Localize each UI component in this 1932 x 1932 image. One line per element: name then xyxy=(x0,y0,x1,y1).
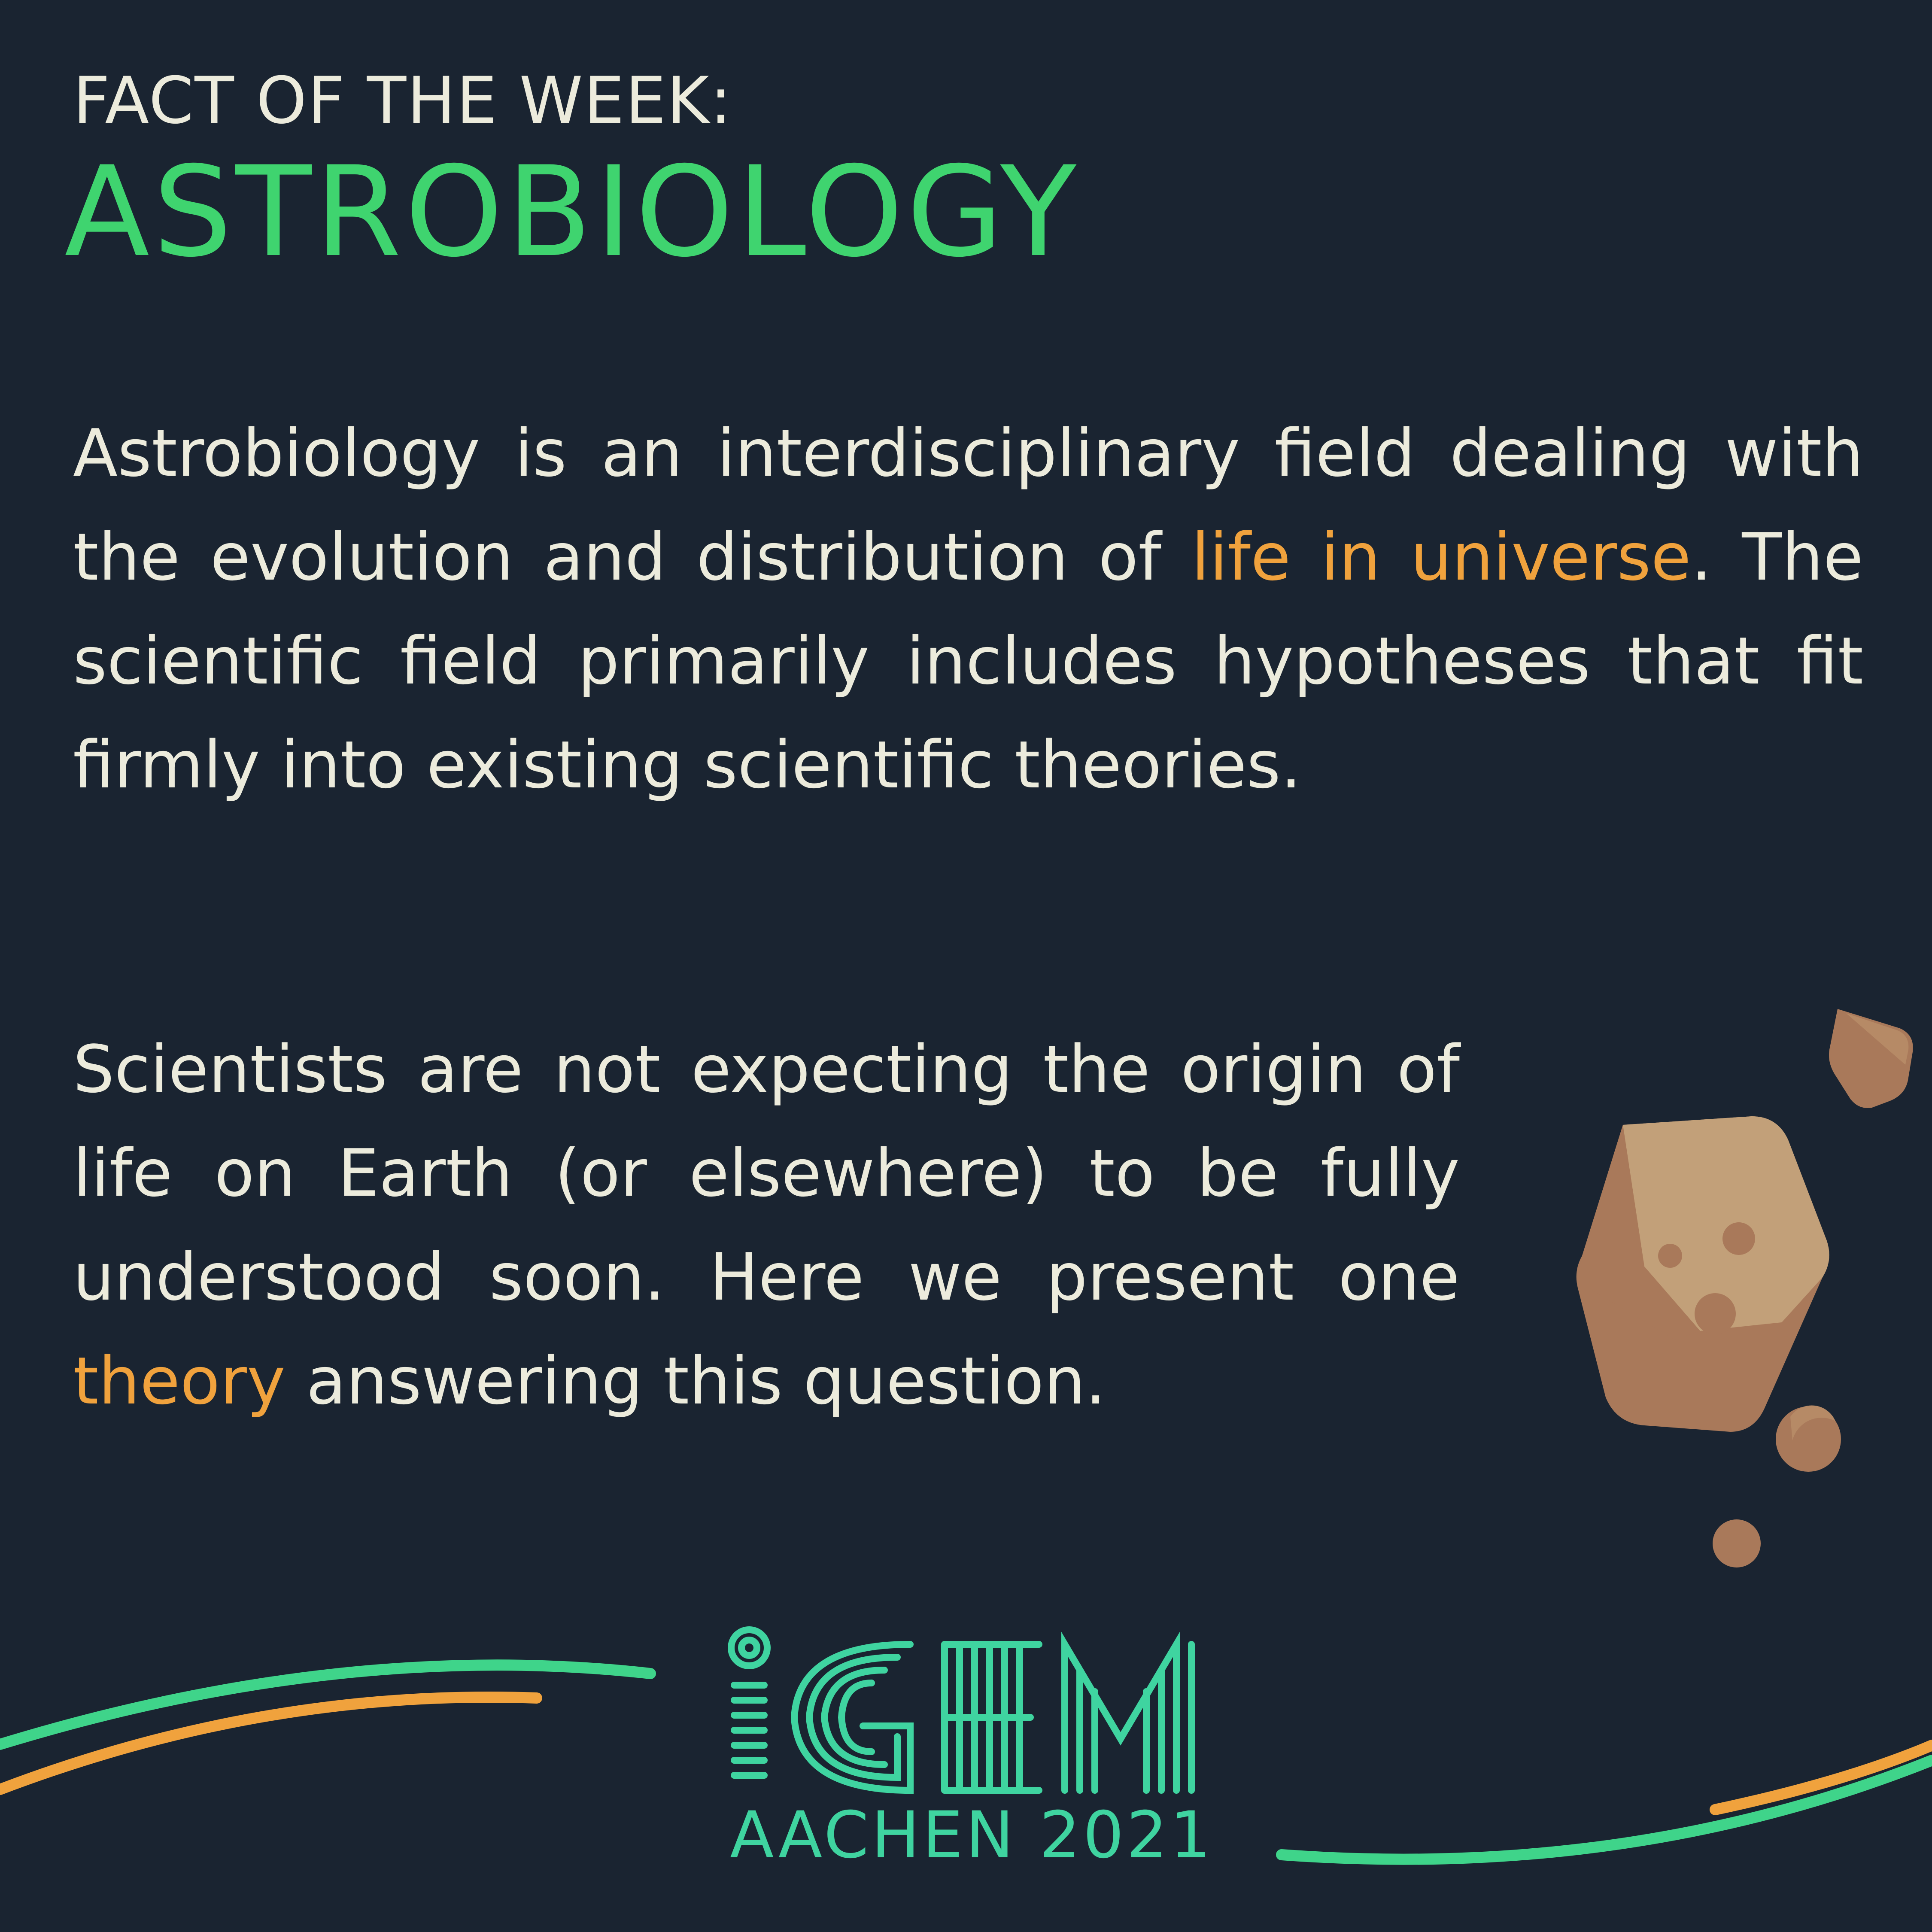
theory-paragraph: Scientists are not expecting the origin … xyxy=(73,1018,1460,1433)
kicker-label: FACT OF THE WEEK: xyxy=(73,64,733,138)
theory-text-2: answering this question. xyxy=(285,1343,1106,1419)
intro-text-2: . The scientific field primarily include… xyxy=(73,519,1864,803)
pebble-icon xyxy=(1776,1405,1841,1472)
theory-highlight: theory xyxy=(73,1343,286,1419)
asteroid-large-icon xyxy=(1576,1116,1829,1432)
logo-subtitle: AACHEN 2021 xyxy=(730,1798,1214,1873)
asteroid-small-icon xyxy=(1829,1009,1913,1108)
intro-paragraph: Astrobiology is an interdisciplinary fie… xyxy=(73,401,1863,817)
theory-text-1: Scientists are not expecting the origin … xyxy=(73,1031,1460,1315)
igem-logo xyxy=(728,1626,1195,1794)
pebble-small-icon xyxy=(1713,1519,1761,1567)
intro-highlight: life in universe xyxy=(1191,519,1691,595)
intro-text-1: Astrobiology is an interdisciplinary fie… xyxy=(73,415,1863,595)
page-title: ASTROBIOLOGY xyxy=(64,140,1080,285)
